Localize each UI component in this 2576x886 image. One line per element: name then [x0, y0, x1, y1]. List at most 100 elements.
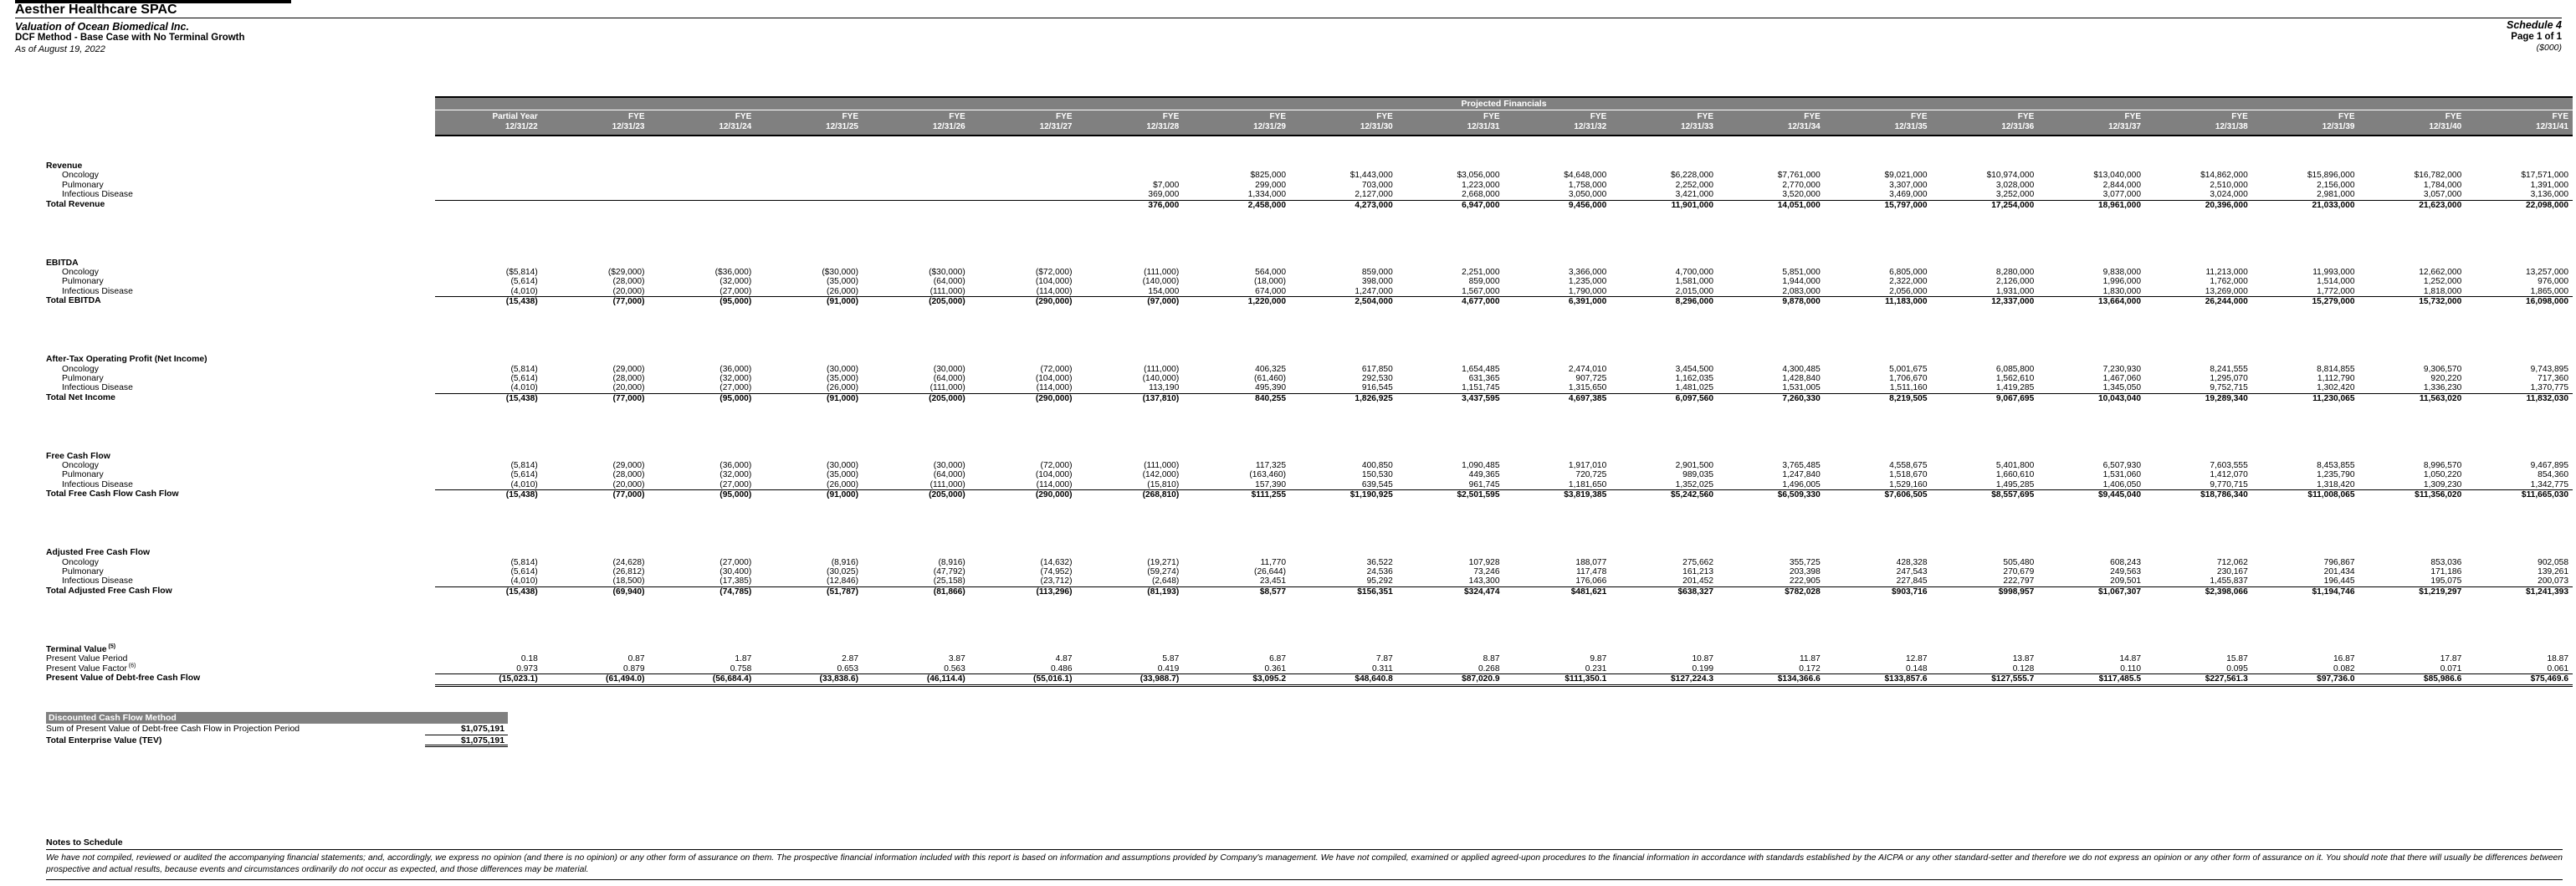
- column-date: 12/31/22: [504, 122, 538, 131]
- total-cell: 11,230,065: [2251, 392, 2359, 404]
- value-cell: (47,792): [933, 567, 965, 577]
- value-cell: 13.87: [2012, 654, 2035, 664]
- value-cell: 3,307,000: [1889, 180, 1928, 190]
- column-header: Partial Year 12/31/22: [435, 110, 542, 136]
- column-header-row: Partial Year 12/31/22 FYE 12/31/23 FYE 12/31/…: [0, 110, 2573, 136]
- total-cell: (91,000): [755, 392, 863, 404]
- projected-financials-banner: Projected Financials: [435, 96, 2573, 110]
- total-cell: 9,456,000: [1503, 199, 1611, 211]
- column-period: FYE: [1697, 112, 1713, 121]
- value-cell: 1,481,025: [1675, 383, 1713, 393]
- value-cell: 1,352,025: [1675, 479, 1713, 489]
- column-date: 12/31/36: [2001, 122, 2035, 131]
- total-cell: (74,785): [648, 586, 756, 597]
- value-cell: (20,000): [612, 286, 645, 296]
- value-cell: [863, 181, 970, 190]
- value-cell: $4,648,000: [1564, 171, 1607, 181]
- page-number: Page 1 of 1: [2511, 31, 2562, 42]
- total-label: Total Adjusted Free Cash Flow: [46, 586, 172, 596]
- value-cell: 1,223,000: [1462, 180, 1500, 190]
- value-cell: [970, 171, 1077, 180]
- value-cell: 631,365: [1468, 373, 1500, 383]
- table-row: Present Value Period 0.18 0.87 1.87 2.87 3.87…: [0, 654, 2573, 663]
- value-cell: 4.87: [1055, 654, 1073, 664]
- total-cell: 376,000: [1076, 199, 1184, 211]
- column-date: 12/31/40: [2429, 122, 2462, 131]
- value-cell: (111,000): [930, 479, 965, 489]
- value-cell: $13,040,000: [2093, 171, 2141, 181]
- total-cell: $8,557,695: [1931, 489, 2039, 500]
- value-cell: 195,075: [2430, 576, 2462, 586]
- value-cell: 0.419: [1157, 663, 1180, 673]
- value-cell: 0.311: [1372, 663, 1393, 673]
- value-cell: 200,073: [2538, 576, 2568, 586]
- value-cell: 1,830,000: [2102, 286, 2141, 296]
- valuation-subject: Valuation of Ocean Biomedical Inc.: [15, 21, 189, 33]
- column-header: FYE 12/31/30: [1290, 110, 1397, 136]
- value-cell: $9,021,000: [1884, 171, 1928, 181]
- total-cell: $156,351: [1290, 586, 1397, 597]
- table-row: Oncology $825,000 $1,443,000 $3,056,000 $4,6…: [0, 171, 2573, 180]
- value-cell: 2,252,000: [1675, 180, 1713, 190]
- value-cell: 154,000: [1148, 286, 1180, 296]
- value-cell: (35,000): [827, 277, 858, 287]
- value-cell: 703,000: [1361, 180, 1393, 190]
- column-period: FYE: [1056, 112, 1073, 121]
- dcf-method-box: Discounted Cash Flow Method Sum of Prese…: [46, 712, 508, 747]
- value-cell: 976,000: [2538, 277, 2568, 287]
- value-cell: 4,300,485: [1782, 364, 1821, 374]
- total-cell: (77,000): [541, 296, 649, 307]
- value-cell: 796,867: [2323, 557, 2355, 567]
- value-cell: [542, 190, 649, 199]
- value-cell: [435, 171, 542, 180]
- value-cell: (32,000): [720, 373, 752, 383]
- header-spacer: [0, 110, 435, 136]
- value-cell: [970, 190, 1077, 199]
- value-cell: 7.87: [1375, 654, 1393, 664]
- notes-title: Notes to Schedule: [46, 837, 2563, 850]
- value-cell: 203,398: [1789, 567, 1821, 577]
- section-title: Revenue: [46, 161, 83, 171]
- value-cell: 1,562,610: [1995, 373, 2035, 383]
- total-label: Total Free Cash Flow Cash Flow: [46, 489, 179, 499]
- total-cell: 19,289,340: [2145, 392, 2252, 404]
- column-header: FYE 12/31/36: [1931, 110, 2039, 136]
- dcf-method-header: Discounted Cash Flow Method: [46, 712, 508, 724]
- column-header: FYE 12/31/29: [1183, 110, 1290, 136]
- total-cell: $127,224.3: [1611, 673, 1718, 687]
- value-cell: 5,851,000: [1782, 267, 1821, 277]
- column-date: 12/31/34: [1787, 122, 1821, 131]
- value-cell: 961,745: [1468, 479, 1500, 489]
- total-cell: (205,000): [863, 489, 970, 500]
- value-cell: 7,603,555: [2210, 461, 2248, 471]
- value-cell: 9,770,715: [2210, 479, 2248, 489]
- value-cell: (59,274): [1147, 567, 1180, 577]
- total-cell: $97,736.0: [2251, 673, 2359, 687]
- total-cell: (290,000): [969, 489, 1077, 500]
- value-cell: (74,952): [1040, 567, 1073, 577]
- column-period: FYE: [628, 112, 645, 121]
- value-cell: 3,252,000: [1995, 190, 2035, 200]
- value-cell: 1,931,000: [1995, 286, 2035, 296]
- value-cell: 1,654,485: [1462, 364, 1500, 374]
- table-row: Oncology (5,814) (29,000) (36,000) (30,000) (…: [0, 461, 2573, 470]
- value-cell: (23,712): [1040, 576, 1073, 586]
- column-date: 12/31/32: [1574, 122, 1607, 131]
- total-cell: $134,366.6: [1718, 673, 1825, 687]
- value-cell: 0.18: [520, 654, 538, 664]
- value-cell: (26,000): [827, 286, 858, 296]
- value-cell: 505,480: [2003, 557, 2035, 567]
- total-cell: (61,494.0): [541, 673, 649, 687]
- value-cell: 902,058: [2538, 557, 2568, 567]
- value-cell: $6,228,000: [1671, 171, 1713, 181]
- value-cell: 113,190: [1149, 383, 1180, 393]
- value-cell: 2,510,000: [2210, 180, 2248, 190]
- total-cell: $48,640.8: [1290, 673, 1397, 687]
- total-cell: 22,098,000: [2466, 199, 2573, 211]
- total-cell: $2,398,066: [2145, 586, 2252, 597]
- value-cell: 400,850: [1361, 461, 1393, 471]
- value-cell: 2,770,000: [1782, 180, 1821, 190]
- column-date: 12/31/37: [2108, 122, 2141, 131]
- value-cell: $1,443,000: [1349, 171, 1393, 181]
- value-cell: 859,000: [1361, 267, 1393, 277]
